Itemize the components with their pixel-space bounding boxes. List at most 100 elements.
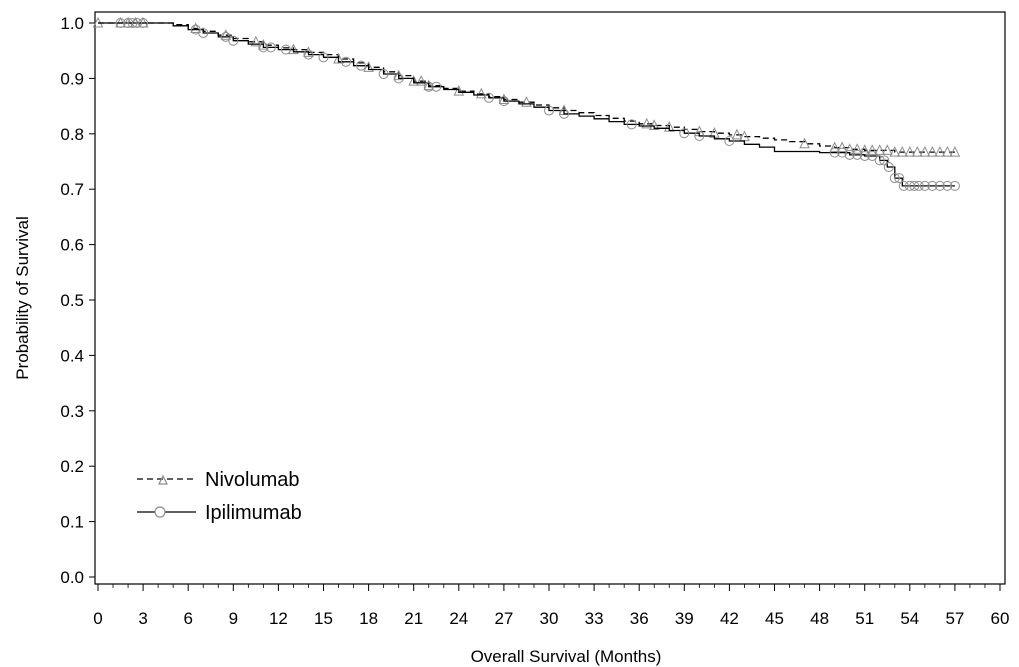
- censor-marker: [333, 52, 344, 64]
- y-tick-label: 0.1: [60, 513, 84, 532]
- series-layer: [92, 16, 961, 191]
- plot-frame: [94, 11, 1006, 585]
- censor-marker: [393, 69, 404, 81]
- x-tick-label: 36: [630, 609, 649, 628]
- y-tick-label: 0.9: [60, 69, 84, 88]
- censor-marker: [837, 147, 848, 158]
- censor-marker: [415, 75, 427, 86]
- censor-marker: [724, 136, 735, 147]
- censor-marker: [476, 87, 487, 99]
- censor-marker: [228, 35, 239, 46]
- x-axis: 0 3 6 9 12 15 18 21 24 27 30 33 36 39 42 45 48 51 54 57 60: [93, 584, 1009, 628]
- x-tick-label: 42: [720, 609, 739, 628]
- y-tick-label: 0.5: [60, 291, 84, 310]
- censor-marker: [198, 27, 209, 38]
- x-tick-label: 18: [359, 609, 378, 628]
- censor-marker: [250, 35, 262, 47]
- series-ipilimumab: [98, 18, 960, 191]
- censor-marker: [115, 18, 126, 28]
- x-tick-label: 60: [991, 609, 1010, 628]
- censor-marker: [453, 85, 465, 96]
- x-tick-label: 0: [93, 609, 102, 628]
- censor-marker: [867, 150, 878, 161]
- censor-marker: [694, 131, 705, 142]
- x-tick-label: 15: [314, 609, 333, 628]
- censor-marker: [127, 18, 138, 28]
- censor-marker: [859, 150, 870, 161]
- censor-marker: [909, 180, 920, 191]
- censor-marker: [896, 145, 908, 157]
- x-tick-label: 57: [945, 609, 964, 628]
- censor-marker: [626, 119, 637, 130]
- censor-marker: [844, 149, 855, 160]
- x-tick-label: 12: [269, 609, 288, 628]
- censor-marker: [138, 18, 149, 28]
- censor-marker: [378, 68, 389, 79]
- x-tick-label: 9: [229, 609, 238, 628]
- censor-marker: [949, 180, 960, 191]
- censor-marker: [799, 137, 810, 149]
- x-tick-label: 27: [494, 609, 513, 628]
- censor-marker: [544, 105, 554, 116]
- censor-marker: [648, 119, 660, 130]
- censor-marker: [942, 180, 953, 191]
- censor-marker: [942, 145, 953, 157]
- y-tick-label: 0.0: [60, 568, 84, 587]
- censor-marker: [927, 180, 938, 191]
- censor-marker: [393, 73, 404, 84]
- censor-marker: [559, 108, 570, 119]
- censor-marker: [934, 145, 946, 157]
- x-tick-label: 54: [900, 609, 919, 628]
- censor-marker: [883, 162, 894, 173]
- censor-marker: [919, 145, 931, 157]
- censor-marker: [132, 18, 143, 28]
- censor-marker: [318, 52, 329, 63]
- censor-marker: [949, 145, 961, 157]
- legend-circle-icon: [154, 506, 166, 518]
- x-tick-label: 21: [404, 609, 423, 628]
- x-axis-title: Overall Survival (Months): [471, 647, 662, 666]
- censor-marker: [874, 155, 885, 166]
- censor-marker: [913, 180, 924, 191]
- censor-marker: [894, 173, 905, 184]
- x-tick-label: 51: [855, 609, 874, 628]
- censor-marker: [934, 180, 945, 191]
- y-axis: 0.0 0.1 0.2 0.3 0.4 0.5 0.6 0.7 0.8 0.9 1.0: [60, 14, 95, 587]
- censor-marker: [220, 29, 232, 40]
- y-tick-label: 0.6: [60, 236, 84, 255]
- censor-marker: [190, 22, 202, 34]
- censor-marker: [356, 60, 367, 71]
- censor-marker: [829, 141, 840, 153]
- legend-ipilimumab-label: Ipilimumab: [205, 502, 302, 524]
- censor-marker: [898, 180, 909, 191]
- censor-marker: [836, 141, 848, 153]
- legend-item-ipilimumab: Ipilimumab: [137, 502, 302, 524]
- x-tick-label: 45: [765, 609, 784, 628]
- censor-marker: [498, 96, 509, 107]
- censor-marker: [663, 121, 675, 132]
- x-tick-label: 48: [810, 609, 829, 628]
- series-nivolumab: [92, 16, 961, 157]
- censor-marker: [889, 173, 900, 184]
- x-tick-label: 3: [138, 609, 147, 628]
- y-tick-label: 0.8: [60, 125, 84, 144]
- x-tick-label: 30: [540, 609, 559, 628]
- y-tick-label: 1.0: [60, 14, 84, 33]
- censor-marker: [341, 56, 352, 67]
- y-tick-label: 0.7: [60, 180, 84, 199]
- censor-marker: [363, 61, 374, 72]
- censor-marker: [852, 149, 863, 160]
- censor-marker: [912, 145, 923, 157]
- censor-marker: [904, 145, 916, 157]
- y-tick-label: 0.2: [60, 457, 84, 476]
- censor-marker: [679, 128, 690, 139]
- censor-marker: [423, 81, 434, 92]
- censor-marker: [303, 49, 314, 60]
- censor-marker: [851, 143, 863, 154]
- x-tick-label: 24: [449, 609, 468, 628]
- censor-marker: [498, 93, 510, 104]
- y-tick-label: 0.3: [60, 402, 84, 421]
- censor-marker: [265, 42, 276, 53]
- censor-marker: [829, 147, 840, 158]
- censor-marker: [641, 117, 653, 129]
